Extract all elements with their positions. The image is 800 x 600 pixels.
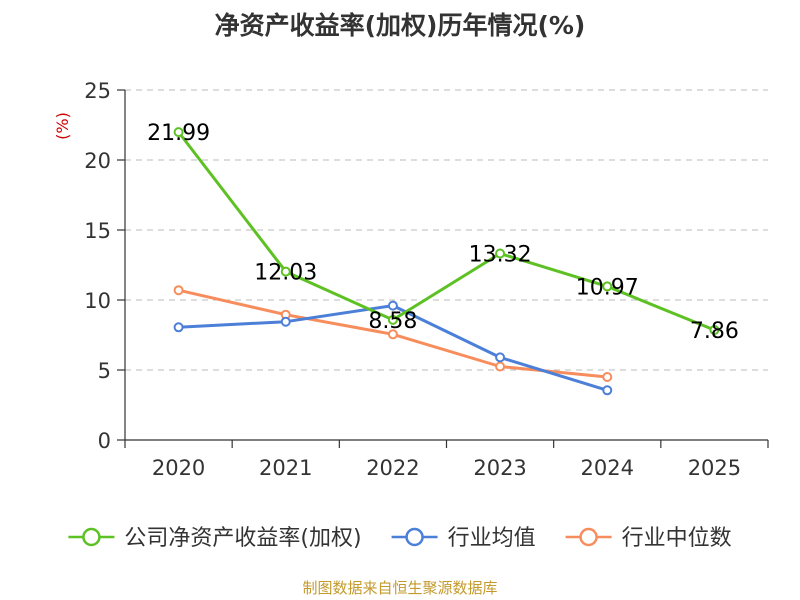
- series-line-0: [177, 131, 715, 332]
- x-tick-label-2022: 2022: [366, 456, 419, 480]
- source-note: 制图数据来自恒生聚源数据库: [302, 579, 497, 597]
- legend-label-2: 行业中位数: [622, 526, 732, 551]
- legend-marker-1: [405, 527, 424, 547]
- x-tick-label-2021: 2021: [259, 456, 312, 480]
- data-point-0-2022: [387, 314, 398, 325]
- chart-title: 净资产收益率(加权)历年情况(%): [215, 11, 586, 40]
- legend-label-0: 公司净资产收益率(加权): [124, 526, 361, 551]
- series-0: [173, 127, 720, 335]
- y-tick-label-0: 0: [98, 429, 111, 453]
- series-2: [173, 285, 613, 382]
- data-point-0-2025: [709, 324, 720, 335]
- legend-label-1: 行业均值: [448, 526, 536, 551]
- data-label-2021: 12.03: [254, 261, 317, 286]
- legend-marker-2: [579, 527, 598, 547]
- x-tick-label-2020: 2020: [152, 456, 205, 480]
- series-1: [173, 300, 613, 396]
- data-point-2-2022: [387, 329, 398, 340]
- y-tick-label-10: 10: [84, 289, 111, 313]
- data-label-2023: 13.32: [469, 243, 532, 268]
- y-tick-label-25: 25: [84, 79, 111, 103]
- data-point-2-2024: [602, 372, 613, 382]
- data-point-1-2023: [495, 352, 506, 363]
- data-label-2024: 10.97: [576, 275, 639, 300]
- legend-item-2: 行业中位数: [565, 526, 732, 551]
- data-point-0-2024: [602, 281, 613, 292]
- data-point-2-2023: [495, 361, 506, 372]
- legend-item-1: 行业均值: [391, 526, 536, 551]
- y-tick-label-5: 5: [98, 359, 111, 383]
- data-point-0-2021: [280, 266, 291, 277]
- y-tick-label-20: 20: [84, 149, 111, 173]
- data-point-0-2020: [173, 127, 184, 138]
- x-tick-label-2025: 2025: [688, 456, 741, 480]
- data-point-1-2020: [173, 322, 184, 333]
- data-point-1-2021: [280, 316, 291, 327]
- y-tick-label-15: 15: [84, 219, 111, 243]
- legend-item-0: 公司净资产收益率(加权): [68, 526, 362, 551]
- data-label-2020: 21.99: [147, 121, 210, 146]
- data-label-2025: 7.86: [690, 319, 739, 344]
- data-point-0-2023: [495, 248, 506, 259]
- data-point-2-2020: [173, 285, 184, 296]
- x-tick-label-2024: 2024: [581, 456, 634, 480]
- y-axis-unit-label: (%): [53, 112, 72, 140]
- x-tick-label-2023: 2023: [473, 456, 526, 480]
- data-label-2022: 8.58: [368, 309, 417, 334]
- data-point-1-2022: [387, 300, 398, 311]
- data-point-1-2024: [602, 385, 613, 396]
- legend-marker-0: [82, 527, 101, 547]
